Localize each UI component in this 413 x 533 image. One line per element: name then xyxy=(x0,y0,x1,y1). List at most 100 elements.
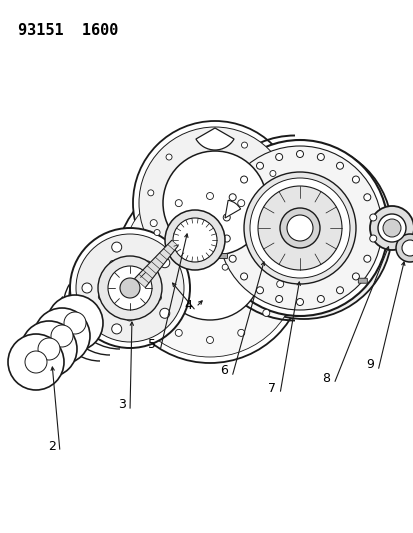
FancyBboxPatch shape xyxy=(357,278,366,283)
Circle shape xyxy=(229,255,236,262)
Circle shape xyxy=(336,287,343,294)
Ellipse shape xyxy=(216,143,391,319)
Circle shape xyxy=(147,190,153,196)
Circle shape xyxy=(237,200,244,207)
Ellipse shape xyxy=(8,334,64,390)
Circle shape xyxy=(237,329,244,336)
Polygon shape xyxy=(134,240,178,288)
Ellipse shape xyxy=(257,186,341,270)
Circle shape xyxy=(159,258,169,268)
Text: 4: 4 xyxy=(184,298,192,311)
Circle shape xyxy=(155,295,161,301)
Circle shape xyxy=(240,176,247,183)
Ellipse shape xyxy=(377,214,405,242)
Ellipse shape xyxy=(51,325,73,347)
Circle shape xyxy=(351,176,358,183)
Circle shape xyxy=(175,200,182,207)
Circle shape xyxy=(109,261,115,266)
Circle shape xyxy=(262,309,269,317)
Ellipse shape xyxy=(173,218,216,262)
Circle shape xyxy=(202,136,207,142)
Circle shape xyxy=(240,273,247,280)
Ellipse shape xyxy=(369,206,413,250)
Circle shape xyxy=(154,230,160,236)
Ellipse shape xyxy=(211,140,387,316)
Ellipse shape xyxy=(249,178,349,278)
Circle shape xyxy=(98,294,104,300)
Circle shape xyxy=(136,280,143,287)
Circle shape xyxy=(256,162,263,169)
Circle shape xyxy=(112,324,121,334)
Circle shape xyxy=(275,154,282,160)
FancyBboxPatch shape xyxy=(218,254,227,259)
Ellipse shape xyxy=(395,234,413,262)
Ellipse shape xyxy=(401,240,413,256)
Circle shape xyxy=(206,336,213,343)
Circle shape xyxy=(276,248,283,255)
Circle shape xyxy=(222,264,228,270)
Circle shape xyxy=(145,261,151,267)
Circle shape xyxy=(296,298,303,305)
Text: 7: 7 xyxy=(267,382,275,394)
Ellipse shape xyxy=(70,228,190,348)
Circle shape xyxy=(241,142,247,148)
Ellipse shape xyxy=(108,266,152,310)
Ellipse shape xyxy=(218,146,381,310)
Circle shape xyxy=(369,235,376,242)
Circle shape xyxy=(257,246,263,252)
Circle shape xyxy=(351,273,358,280)
Ellipse shape xyxy=(64,312,86,334)
Circle shape xyxy=(256,287,263,294)
Text: 3: 3 xyxy=(118,399,126,411)
Ellipse shape xyxy=(38,338,60,360)
Ellipse shape xyxy=(120,278,140,298)
Ellipse shape xyxy=(243,172,355,284)
Text: 2: 2 xyxy=(48,440,56,453)
Circle shape xyxy=(182,258,188,264)
Wedge shape xyxy=(224,200,240,218)
Circle shape xyxy=(275,210,282,216)
Circle shape xyxy=(296,150,303,157)
Circle shape xyxy=(276,280,283,287)
Circle shape xyxy=(317,154,323,160)
Circle shape xyxy=(136,248,143,255)
Ellipse shape xyxy=(139,127,290,279)
Wedge shape xyxy=(195,128,233,150)
Circle shape xyxy=(369,214,376,221)
Ellipse shape xyxy=(76,234,183,342)
Circle shape xyxy=(317,295,323,303)
Circle shape xyxy=(363,194,370,201)
Ellipse shape xyxy=(115,173,304,363)
Circle shape xyxy=(112,242,121,252)
Circle shape xyxy=(150,309,157,317)
Circle shape xyxy=(223,214,230,221)
Circle shape xyxy=(82,283,92,293)
Text: 93151  1600: 93151 1600 xyxy=(18,23,118,38)
Text: 6: 6 xyxy=(220,365,228,377)
Ellipse shape xyxy=(158,216,261,320)
Circle shape xyxy=(159,308,169,318)
Text: 9: 9 xyxy=(365,359,373,372)
Ellipse shape xyxy=(34,308,90,364)
Ellipse shape xyxy=(382,219,400,237)
Circle shape xyxy=(229,194,236,201)
Ellipse shape xyxy=(121,179,298,357)
Circle shape xyxy=(262,220,269,227)
Circle shape xyxy=(150,220,157,227)
Circle shape xyxy=(166,154,172,160)
Circle shape xyxy=(336,162,343,169)
Ellipse shape xyxy=(98,256,161,320)
Circle shape xyxy=(175,329,182,336)
Circle shape xyxy=(269,171,275,176)
Circle shape xyxy=(223,235,230,242)
Ellipse shape xyxy=(47,295,103,351)
Ellipse shape xyxy=(133,121,296,285)
Text: 8: 8 xyxy=(321,372,329,384)
Ellipse shape xyxy=(279,208,319,248)
Text: 5: 5 xyxy=(147,338,156,351)
Ellipse shape xyxy=(25,351,47,373)
Circle shape xyxy=(206,192,213,199)
Ellipse shape xyxy=(286,215,312,241)
Ellipse shape xyxy=(21,321,77,377)
Ellipse shape xyxy=(163,151,266,255)
